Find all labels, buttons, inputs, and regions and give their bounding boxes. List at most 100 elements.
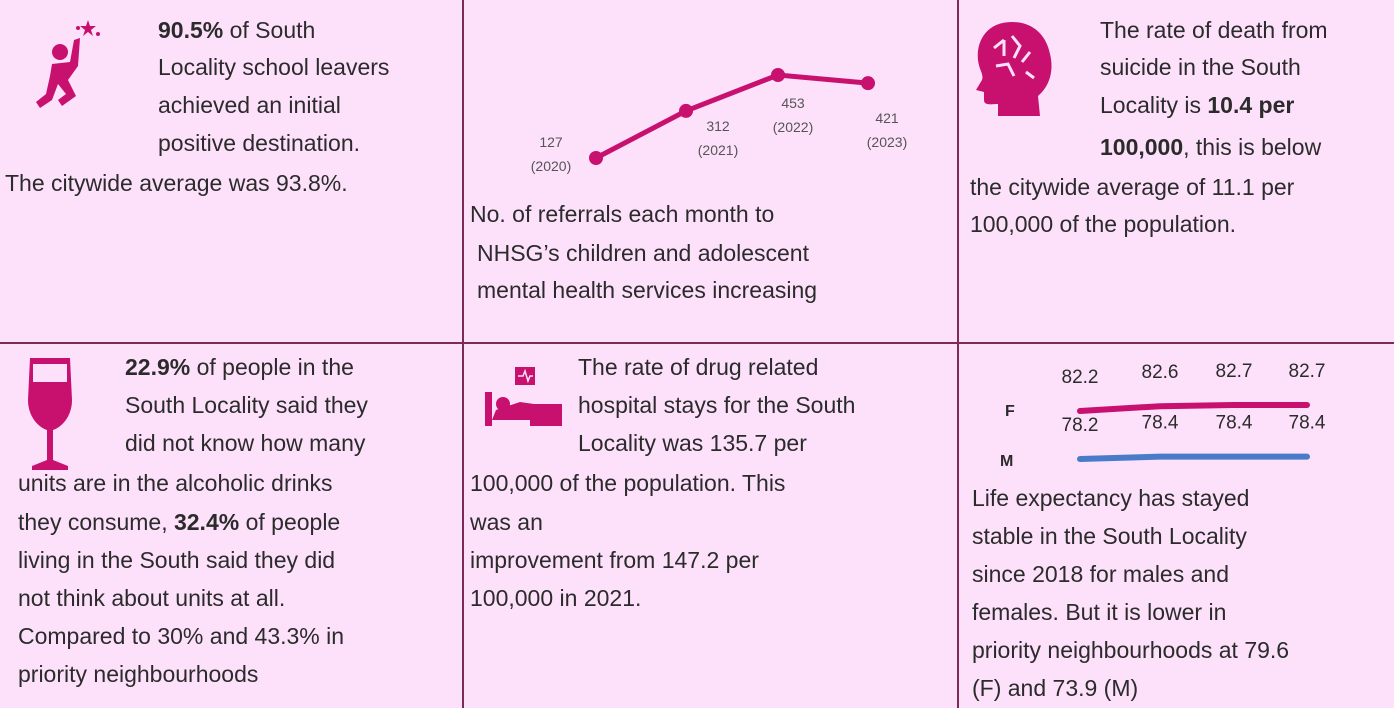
text-line: The rate of drug related <box>578 354 818 380</box>
text: Compared to 30% and 43.3% in <box>18 623 344 649</box>
text: Locality school leavers <box>158 54 389 80</box>
text: The rate of death from <box>1100 17 1328 43</box>
data-point <box>861 76 875 91</box>
value-label: 78.4 <box>1142 413 1179 434</box>
text-line: units are in the alcoholic drinks <box>18 470 333 496</box>
text: of people <box>239 509 340 535</box>
text-line: the citywide average of 11.1 per <box>970 174 1295 200</box>
text: did not know how many <box>125 430 366 456</box>
text: living in the South said they did <box>18 547 335 573</box>
text: The citywide average was 93.8%. <box>5 170 348 196</box>
text-line: achieved an initial <box>158 92 341 118</box>
text-line: 100,000, this is below <box>1100 134 1322 160</box>
value-label: 78.2 <box>1062 415 1099 436</box>
value-label: 82.2 <box>1062 367 1099 388</box>
text-line: Compared to 30% and 43.3% in <box>18 623 344 649</box>
text: was an <box>469 509 543 535</box>
text-line: stable in the South Locality <box>972 523 1247 549</box>
text-line: 22.9% of people in the <box>125 354 354 380</box>
text-line: priority neighbourhoods at 79.6 <box>972 637 1289 663</box>
text: priority neighbourhoods <box>18 661 258 687</box>
text-line: females. But it is lower in <box>972 599 1226 625</box>
year-label: (2022) <box>773 119 813 135</box>
text-line: The rate of death from <box>1100 17 1328 43</box>
text-line: since 2018 for males and <box>972 561 1229 587</box>
text: Locality is <box>1100 92 1207 118</box>
text: suicide in the South <box>1100 54 1301 80</box>
bold-text: 32.4% <box>174 509 239 535</box>
text: hospital stays for the South <box>578 392 855 418</box>
text-line: 100,000 of the population. <box>970 211 1236 237</box>
value-label: 82.7 <box>1216 361 1253 382</box>
series-label: M <box>1000 453 1013 470</box>
year-label: (2023) <box>867 134 907 150</box>
text-line: improvement from 147.2 per <box>470 547 759 573</box>
text: Locality was 135.7 per <box>578 430 807 456</box>
text: The rate of drug related <box>578 354 818 380</box>
text: achieved an initial <box>158 92 341 118</box>
text-line: mental health services increasing <box>477 277 817 303</box>
text-line: Locality school leavers <box>158 54 389 80</box>
text-line: they consume, 32.4% of people <box>18 509 340 535</box>
series-label: F <box>1005 403 1015 420</box>
text: 100,000 in 2021. <box>470 585 641 611</box>
text: positive destination. <box>158 130 360 156</box>
text-line: suicide in the South <box>1100 54 1301 80</box>
text: , this is below <box>1183 134 1321 160</box>
value-label: 312 <box>706 118 730 134</box>
year-label: (2021) <box>698 142 738 158</box>
bold-text: 90.5% <box>158 17 223 43</box>
value-label: 78.4 <box>1216 413 1253 434</box>
value-label: 78.4 <box>1289 413 1326 434</box>
text-line: priority neighbourhoods <box>18 661 258 687</box>
text: since 2018 for males and <box>972 561 1229 587</box>
text-line: positive destination. <box>158 130 360 156</box>
text: females. But it is lower in <box>972 599 1226 625</box>
life-line <box>1077 453 1310 462</box>
data-point <box>771 68 785 83</box>
hospital-icon <box>485 367 562 426</box>
text-line: South Locality said they <box>125 392 368 418</box>
year-label: (2020) <box>531 158 571 174</box>
referral-line <box>594 72 869 161</box>
text: South Locality said they <box>125 392 368 418</box>
life-line <box>1077 402 1310 414</box>
text-line: Life expectancy has stayed <box>972 485 1249 511</box>
text: stable in the South Locality <box>972 523 1247 549</box>
text-line: No. of referrals each month to <box>470 201 774 227</box>
text: improvement from 147.2 per <box>470 547 759 573</box>
text: priority neighbourhoods at 79.6 <box>972 637 1289 663</box>
text: No. of referrals each month to <box>470 201 774 227</box>
text-line: hospital stays for the South <box>578 392 855 418</box>
value-label: 453 <box>781 95 805 111</box>
value-label: 127 <box>539 134 563 150</box>
text: NHSG’s children and adolescent <box>477 240 810 266</box>
text-line: did not know how many <box>125 430 366 456</box>
text: 100,000 of the population. <box>970 211 1236 237</box>
text-line: 100,000 in 2021. <box>470 585 641 611</box>
text-line: (F) and 73.9 (M) <box>972 675 1138 701</box>
value-label: 421 <box>875 110 899 126</box>
bold-text: 100,000 <box>1100 134 1183 160</box>
mental-health-icon <box>976 22 1052 116</box>
text-line: Locality was 135.7 per <box>578 430 807 456</box>
text: of South <box>223 17 315 43</box>
text-line: 100,000 of the population. This <box>470 470 785 496</box>
text: units are in the alcoholic drinks <box>18 470 333 496</box>
text: of people in the <box>190 354 354 380</box>
text: not think about units at all. <box>18 585 285 611</box>
value-label: 82.7 <box>1289 361 1326 382</box>
text-line: Locality is 10.4 per <box>1100 92 1294 118</box>
alcohol-icon <box>28 358 72 470</box>
bold-text: 10.4 per <box>1207 92 1294 118</box>
bold-text: 22.9% <box>125 354 190 380</box>
text-line: NHSG’s children and adolescent <box>477 240 810 266</box>
data-point <box>589 151 603 165</box>
text: Life expectancy has stayed <box>972 485 1249 511</box>
achievement-icon <box>36 20 100 108</box>
data-point <box>679 103 693 118</box>
text-line: living in the South said they did <box>18 547 335 573</box>
